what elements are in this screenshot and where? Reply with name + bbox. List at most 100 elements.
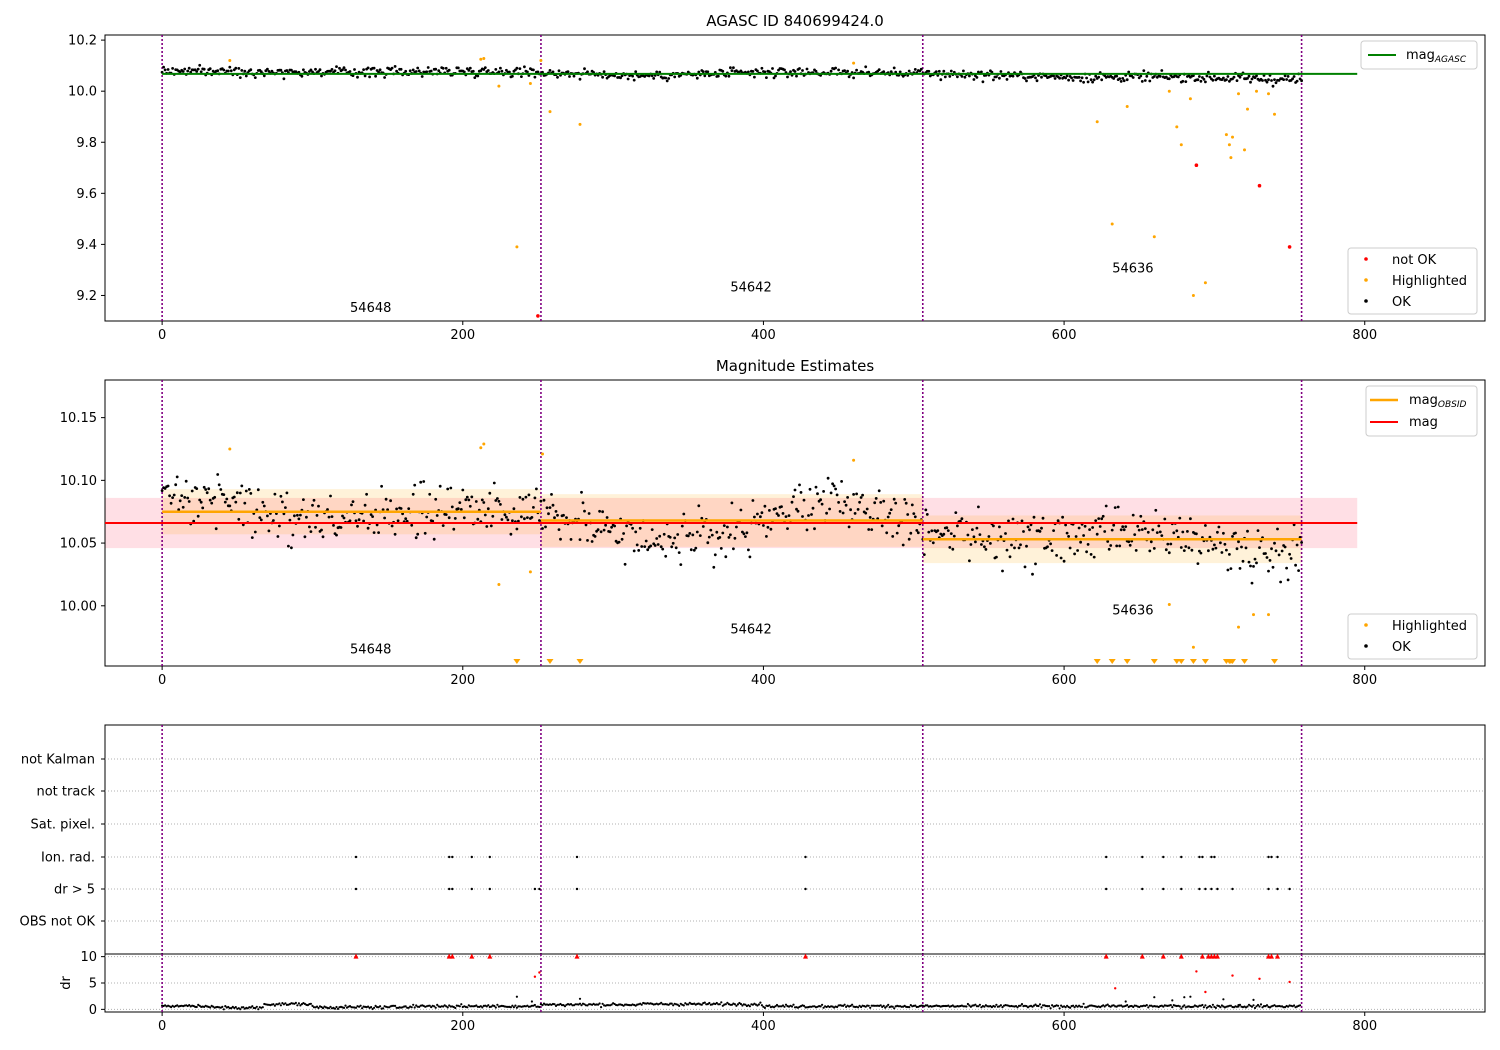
ok-point [1267, 569, 1270, 573]
ok-point [535, 487, 538, 491]
ok-point [668, 535, 672, 539]
ok-point [1097, 75, 1101, 79]
ok-point [311, 503, 314, 507]
ok-point [557, 69, 561, 73]
ok-point [975, 76, 979, 79]
ok-point [393, 65, 397, 68]
ok-point [942, 69, 946, 73]
ok-point [1025, 79, 1028, 83]
dr-point [407, 1006, 410, 1009]
ok-point [844, 503, 848, 507]
ok-point [1079, 540, 1082, 544]
ok-point [676, 533, 680, 536]
flag-point [1141, 887, 1144, 891]
plot-frame [104, 34, 1486, 322]
ok-point [362, 68, 365, 71]
ok-point [1046, 545, 1049, 549]
ok-point [840, 480, 843, 483]
ok-point [998, 76, 1001, 80]
ok-point [1166, 542, 1170, 546]
ok-point [243, 501, 247, 505]
dr-point [1259, 1003, 1263, 1006]
ok-point [718, 536, 722, 539]
offscale-marker [1229, 659, 1236, 664]
ok-point [1127, 70, 1131, 74]
ok-point [647, 74, 651, 78]
ok-point [266, 514, 269, 518]
ok-point [942, 532, 946, 536]
ok-point [974, 540, 977, 544]
ok-point [1205, 74, 1209, 78]
panel-dr: 0 200 400 600 800 0 5 10 dr [59, 950, 1486, 1034]
ok-point [1050, 549, 1054, 552]
ok-point [168, 494, 172, 498]
ok-point [673, 75, 677, 79]
ok-point [1089, 553, 1093, 556]
ok-point [1189, 517, 1192, 521]
highlighted-point [228, 447, 232, 451]
highlighted-point [1267, 613, 1270, 617]
ok-point [701, 525, 705, 528]
ok-point [811, 506, 815, 510]
ok-point [411, 68, 415, 72]
ok-point [441, 524, 445, 527]
ok-point [1226, 568, 1230, 572]
dr-point [239, 1008, 242, 1011]
ok-point [356, 524, 359, 528]
ok-point [542, 498, 546, 502]
dr-point [412, 1003, 415, 1006]
dr-point [721, 1004, 724, 1007]
ok-point [1065, 74, 1069, 78]
dr-point [1066, 1004, 1069, 1007]
ok-point [727, 536, 731, 539]
dr-point [485, 1005, 488, 1008]
ok-point [1232, 75, 1236, 79]
ok-point [499, 66, 502, 70]
dr-point [851, 1003, 854, 1006]
ok-point [335, 65, 338, 68]
ok-point [912, 512, 916, 515]
ok-point [186, 69, 190, 73]
dr-point [1252, 998, 1255, 1002]
dr-point [1183, 1004, 1186, 1007]
ok-point [208, 498, 212, 502]
ok-point [602, 528, 606, 532]
ok-point [296, 513, 299, 517]
ok-point [1300, 541, 1303, 544]
ok-point [163, 487, 167, 490]
dr-point [514, 1004, 517, 1007]
dr-clipped-marker [1214, 953, 1220, 959]
ok-point [545, 506, 549, 510]
ok-point [604, 523, 607, 527]
dr-outlier-point [1195, 970, 1198, 973]
dr-point [1020, 1003, 1024, 1006]
dr-point [234, 1006, 237, 1009]
ok-point [1098, 525, 1102, 528]
dr-point [774, 1005, 777, 1008]
ok-point [907, 537, 911, 541]
ok-point [1228, 79, 1231, 83]
ok-point [922, 553, 926, 556]
ok-point [601, 75, 604, 79]
ok-point [945, 526, 949, 530]
ok-point [1214, 546, 1218, 550]
dr-point [394, 1004, 397, 1008]
ok-point [638, 526, 642, 530]
flag-point [448, 887, 451, 891]
dr-point [170, 1006, 173, 1009]
ok-point [802, 498, 806, 502]
highlighted-point [1273, 112, 1276, 116]
highlighted-point [1167, 603, 1171, 606]
dr-point [640, 1003, 643, 1006]
panel-agasc: AGASC ID 840699424.0 0 200 400 600 800 9.2 9.4… [68, 12, 1486, 343]
ok-point [989, 542, 992, 545]
ok-point [772, 76, 776, 80]
dr-clipped-marker [1199, 953, 1205, 959]
ok-point [249, 492, 253, 495]
ok-point [760, 511, 764, 515]
x-tick-label: 800 [1352, 1019, 1377, 1034]
ok-point [1204, 524, 1207, 527]
dr-point [822, 1006, 825, 1009]
ok-point [620, 537, 624, 541]
ok-point [216, 69, 220, 73]
